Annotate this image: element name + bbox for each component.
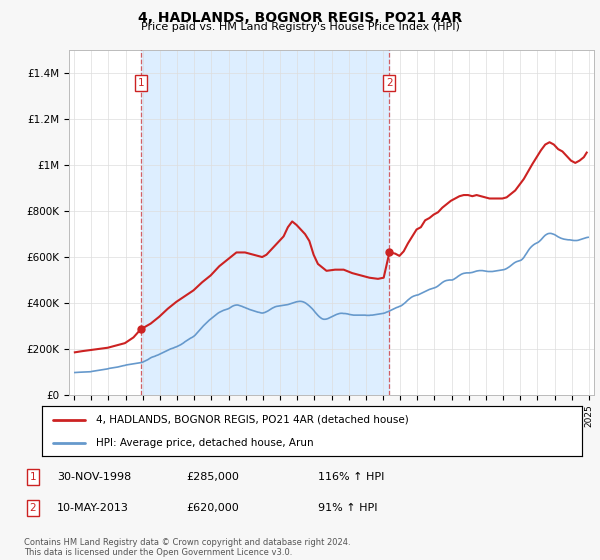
Text: Contains HM Land Registry data © Crown copyright and database right 2024.
This d: Contains HM Land Registry data © Crown c… xyxy=(24,538,350,557)
Text: 4, HADLANDS, BOGNOR REGIS, PO21 4AR (detached house): 4, HADLANDS, BOGNOR REGIS, PO21 4AR (det… xyxy=(96,414,409,424)
Text: 2: 2 xyxy=(386,78,393,88)
Text: 116% ↑ HPI: 116% ↑ HPI xyxy=(318,472,385,482)
Text: £620,000: £620,000 xyxy=(186,503,239,513)
Text: 30-NOV-1998: 30-NOV-1998 xyxy=(57,472,131,482)
Text: 2: 2 xyxy=(29,503,37,513)
Text: 10-MAY-2013: 10-MAY-2013 xyxy=(57,503,129,513)
Text: 4, HADLANDS, BOGNOR REGIS, PO21 4AR: 4, HADLANDS, BOGNOR REGIS, PO21 4AR xyxy=(138,11,462,25)
Text: 91% ↑ HPI: 91% ↑ HPI xyxy=(318,503,377,513)
Text: £285,000: £285,000 xyxy=(186,472,239,482)
Text: HPI: Average price, detached house, Arun: HPI: Average price, detached house, Arun xyxy=(96,438,314,448)
Bar xyxy=(140,50,389,395)
Text: 1: 1 xyxy=(29,472,37,482)
Text: 1: 1 xyxy=(137,78,144,88)
Text: Price paid vs. HM Land Registry's House Price Index (HPI): Price paid vs. HM Land Registry's House … xyxy=(140,22,460,32)
